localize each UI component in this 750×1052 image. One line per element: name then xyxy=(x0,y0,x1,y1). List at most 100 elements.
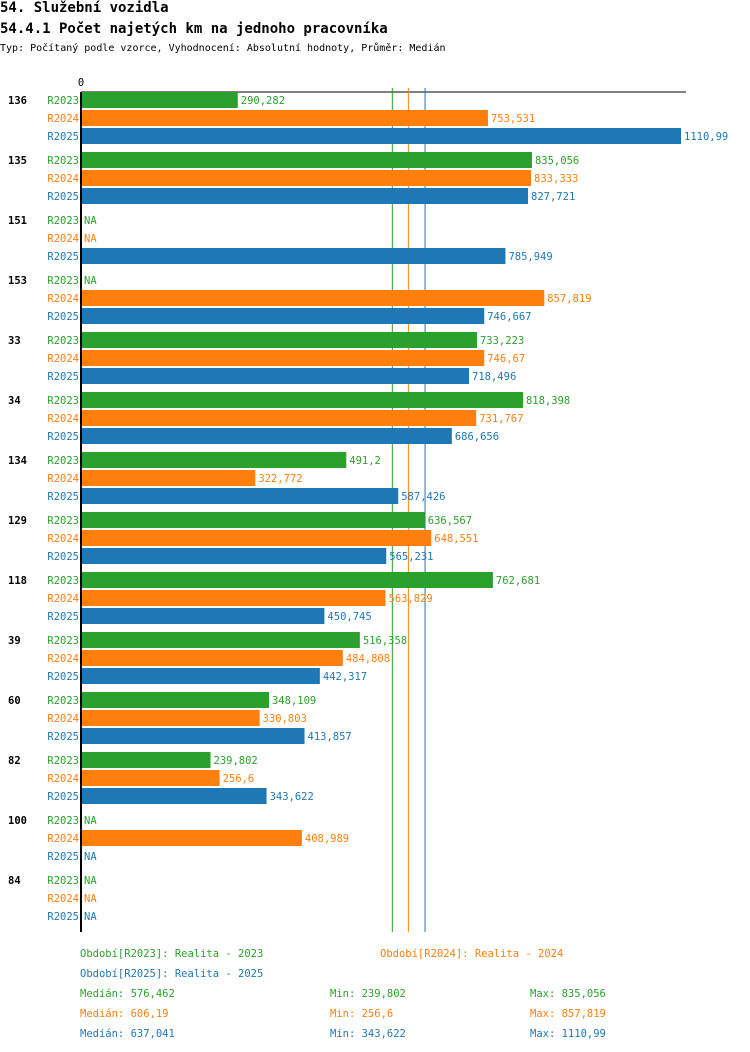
series-label: R2023 xyxy=(47,755,79,767)
bar-R2025 xyxy=(81,608,325,624)
max-r2024: Max: 857,819 xyxy=(530,1008,606,1020)
series-label: R2023 xyxy=(47,635,79,647)
group-label: 100 xyxy=(8,815,27,827)
bar-R2023 xyxy=(81,332,477,348)
bar-R2023 xyxy=(81,92,238,108)
data-label: 239,802 xyxy=(214,755,258,767)
na-label: NA xyxy=(84,851,97,863)
data-label: 746,67 xyxy=(487,353,525,365)
bar-R2023 xyxy=(81,752,211,768)
na-label: NA xyxy=(84,893,97,905)
data-label: 686,656 xyxy=(455,431,499,443)
series-label: R2025 xyxy=(47,791,79,803)
bar-R2023 xyxy=(81,392,523,408)
na-label: NA xyxy=(84,815,97,827)
data-label: 330,803 xyxy=(263,713,307,725)
series-label: R2023 xyxy=(47,155,79,167)
bar-R2023 xyxy=(81,512,425,528)
bar-R2024 xyxy=(81,650,343,666)
legend-r2025: Období[R2025]: Realita - 2025 xyxy=(80,968,264,980)
series-label: R2023 xyxy=(47,875,79,887)
series-label: R2025 xyxy=(47,131,79,143)
series-label: R2023 xyxy=(47,95,79,107)
bar-R2025 xyxy=(81,428,452,444)
group-label: 34 xyxy=(8,395,21,407)
data-label: 785,949 xyxy=(508,251,552,263)
series-label: R2023 xyxy=(47,395,79,407)
group-label: 39 xyxy=(8,635,21,647)
series-label: R2023 xyxy=(47,275,79,287)
max-r2025: Max: 1110,99 xyxy=(530,1028,606,1040)
series-label: R2023 xyxy=(47,455,79,467)
min-r2023: Min: 239,802 xyxy=(330,988,406,1000)
group-label: 151 xyxy=(8,215,27,227)
data-label: 563,829 xyxy=(389,593,433,605)
group-label: 129 xyxy=(8,515,27,527)
series-label: R2023 xyxy=(47,695,79,707)
series-label: R2024 xyxy=(47,713,79,725)
data-label: 857,819 xyxy=(547,293,591,305)
bar-R2025 xyxy=(81,188,529,204)
page-title: 54. Služební vozidla xyxy=(0,0,169,16)
bar-R2024 xyxy=(81,830,302,846)
bar-R2024 xyxy=(81,590,386,606)
bar-R2024 xyxy=(81,530,432,546)
series-label: R2024 xyxy=(47,173,79,185)
group-label: 135 xyxy=(8,155,27,167)
x-tick-label: 0 xyxy=(78,77,84,89)
chart-title: 54.4.1 Počet najetých km na jednoho prac… xyxy=(0,21,388,37)
series-label: R2024 xyxy=(47,773,79,785)
median-r2025: Medián: 637,041 xyxy=(80,1028,175,1040)
chart-info: Typ: Počítaný podle vzorce, Vyhodnocení:… xyxy=(0,43,446,54)
series-label: R2025 xyxy=(47,731,79,743)
bar-R2025 xyxy=(81,728,305,744)
data-label: 835,056 xyxy=(535,155,579,167)
series-label: R2024 xyxy=(47,233,79,245)
data-label: 753,531 xyxy=(491,113,535,125)
bar-R2024 xyxy=(81,290,545,306)
data-label: 348,109 xyxy=(272,695,316,707)
data-label: 718,496 xyxy=(472,371,516,383)
legend-r2024: Období[R2024]: Realita - 2024 xyxy=(380,948,564,960)
data-label: 442,317 xyxy=(323,671,367,683)
group-label: 153 xyxy=(8,275,27,287)
bar-R2024 xyxy=(81,770,220,786)
series-label: R2025 xyxy=(47,551,79,563)
na-label: NA xyxy=(84,233,97,245)
data-label: 827,721 xyxy=(531,191,575,203)
series-label: R2024 xyxy=(47,893,79,905)
bar-R2024 xyxy=(81,710,260,726)
bar-R2023 xyxy=(81,452,347,468)
data-label: 648,551 xyxy=(434,533,478,545)
series-label: R2024 xyxy=(47,353,79,365)
series-label: R2025 xyxy=(47,371,79,383)
data-label: 762,681 xyxy=(496,575,540,587)
data-label: 408,989 xyxy=(305,833,349,845)
series-label: R2024 xyxy=(47,413,79,425)
series-label: R2025 xyxy=(47,191,79,203)
legend-r2023: Období[R2023]: Realita - 2023 xyxy=(80,948,264,960)
data-label: 733,223 xyxy=(480,335,524,347)
series-label: R2023 xyxy=(47,575,79,587)
bar-R2025 xyxy=(81,668,320,684)
bar-R2023 xyxy=(81,692,269,708)
na-label: NA xyxy=(84,911,97,923)
bar-R2024 xyxy=(81,350,485,366)
series-label: R2024 xyxy=(47,833,79,845)
bar-R2025 xyxy=(81,548,387,564)
series-label: R2025 xyxy=(47,251,79,263)
bar-R2024 xyxy=(81,410,477,426)
bar-R2025 xyxy=(81,788,267,804)
series-label: R2024 xyxy=(47,113,79,125)
series-label: R2025 xyxy=(47,611,79,623)
data-label: 746,667 xyxy=(487,311,531,323)
data-label: 833,333 xyxy=(534,173,578,185)
bar-R2024 xyxy=(81,170,532,186)
data-label: 636,567 xyxy=(428,515,472,527)
data-label: 450,745 xyxy=(327,611,371,623)
series-label: R2025 xyxy=(47,491,79,503)
data-label: 290,282 xyxy=(241,95,285,107)
series-label: R2024 xyxy=(47,533,79,545)
bar-R2025 xyxy=(81,248,506,264)
data-label: 256,6 xyxy=(223,773,255,785)
